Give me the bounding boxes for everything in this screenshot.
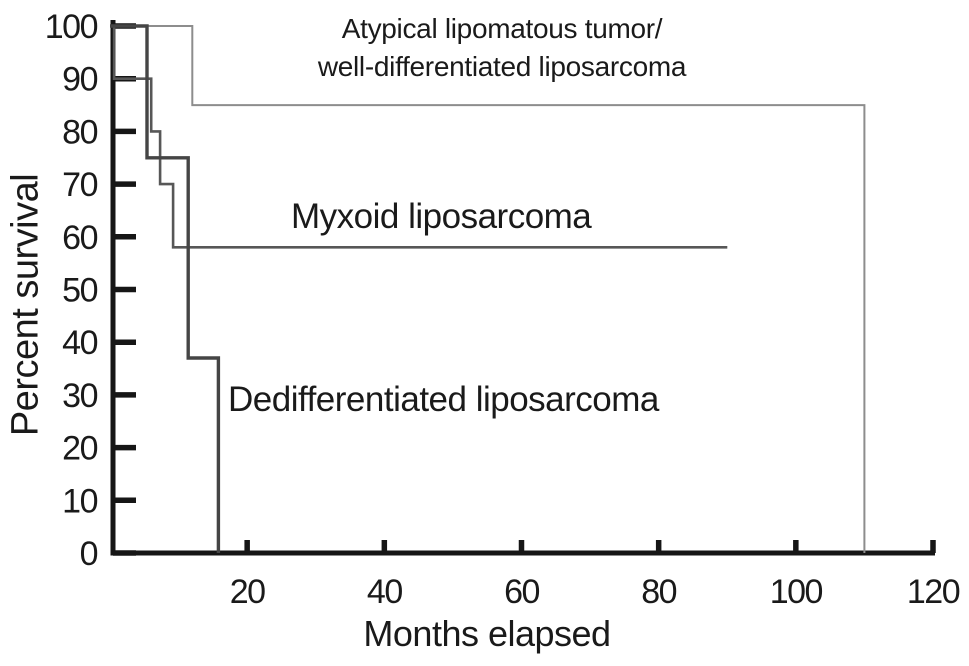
x-tick-label-20: 20 [230,573,265,611]
series-label-alt-wdl-line2: well-differentiated liposarcoma [317,51,687,82]
y-tick-label-30: 30 [62,377,97,415]
y-tick-label-40: 40 [62,324,97,362]
survival-curve-myxoid [110,24,728,249]
y-tick-label-50: 50 [62,272,97,310]
y-tick-label-10: 10 [62,482,97,520]
survival-curve-dedifferentiated [110,24,221,553]
y-tick-label-80: 80 [62,113,97,151]
x-tick-label-100: 100 [770,573,823,611]
y-tick-label-100: 100 [45,8,98,46]
series-label-alt-wdl-line1: Atypical lipomatous tumor/ [341,13,663,44]
y-tick-label-60: 60 [62,219,97,257]
y-tick-label-20: 20 [62,430,97,468]
x-tick-label-120: 120 [907,573,960,611]
y-tick-label-90: 90 [62,61,97,99]
series-label-alt-wdl: Atypical lipomatous tumor/ well-differen… [295,10,709,86]
x-tick-label-40: 40 [367,573,402,611]
y-tick-label-70: 70 [62,166,97,204]
series-label-myxoid: Myxoid liposarcoma [291,197,592,236]
survival-curve-alt-wdl [110,25,866,553]
y-tick-label-0: 0 [80,535,98,573]
y-axis-title: Percent survival [4,173,47,437]
x-tick-label-60: 60 [504,573,539,611]
series-label-dedifferentiated: Dedifferentiated liposarcoma [228,380,659,419]
x-tick-label-80: 80 [641,573,676,611]
x-axis-title: Months elapsed [363,613,611,654]
